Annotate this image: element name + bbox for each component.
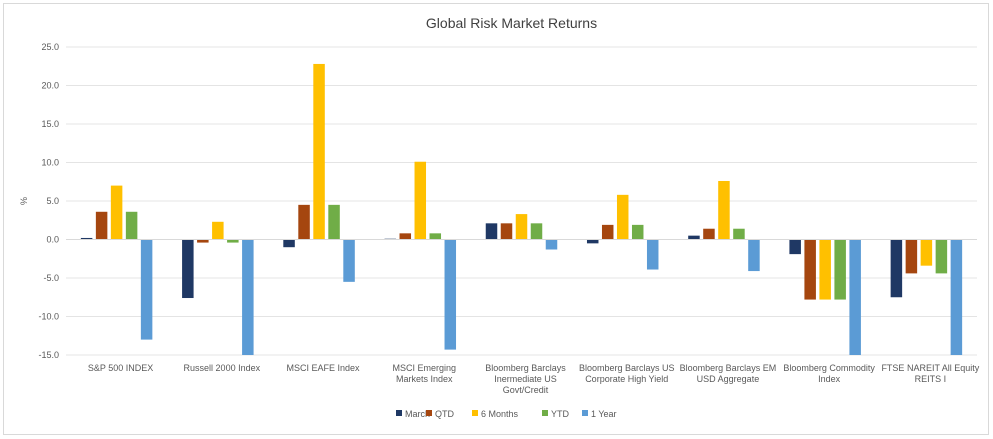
bar-1-year <box>849 239 861 355</box>
x-tick-label: S&P 500 INDEX <box>88 363 153 373</box>
bar-6-months <box>819 239 831 300</box>
y-tick-label: -15.0 <box>38 350 59 360</box>
x-tick-label: Bloomberg Barclays US <box>579 363 675 373</box>
y-tick-label: -10.0 <box>38 312 59 322</box>
bar-march <box>789 239 801 255</box>
bar-1-year <box>748 239 760 272</box>
bar-qtd <box>500 223 513 240</box>
bar-qtd <box>197 239 209 243</box>
legend-swatch <box>396 410 402 416</box>
bar-1-year <box>646 239 659 270</box>
chart-frame: Global Risk Market Returns % 25.0 20.0 15.… <box>3 3 989 435</box>
bar-march <box>182 239 194 299</box>
y-tick-label: 15.0 <box>41 119 59 129</box>
bar-1-year <box>950 239 963 355</box>
legend-label: QTD <box>435 409 454 419</box>
x-tick-label: Inermediate US <box>494 374 557 384</box>
x-tick-label: USD Aggregate <box>697 374 760 384</box>
bar-march <box>485 223 498 240</box>
y-axis-ticks: 25.0 20.0 15.0 10.0 5.0 0.0 -5.0 -10.0 -15.0 <box>38 42 59 360</box>
legend-swatch <box>472 410 478 416</box>
x-axis-ticks: S&P 500 INDEX Russell 2000 Index MSCI EAFE… <box>88 363 980 395</box>
bar-ytd <box>834 239 846 300</box>
x-tick-label: MSCI EAFE Index <box>287 363 361 373</box>
x-tick-label: FTSE NAREIT All Equity <box>881 363 979 373</box>
y-tick-label: 5.0 <box>46 196 59 206</box>
x-tick-label: Russell 2000 Index <box>184 363 261 373</box>
x-tick-label: Govt/Credit <box>503 385 549 395</box>
x-tick-label: Index <box>818 374 841 384</box>
chart-title: Global Risk Market Returns <box>426 15 597 31</box>
legend-label: March <box>405 409 430 419</box>
x-tick-label: Bloomberg Barclays <box>485 363 566 373</box>
bar-qtd <box>95 211 108 240</box>
bar-6-months <box>920 239 933 266</box>
bar-ytd <box>429 233 442 240</box>
bar-ytd <box>631 224 644 240</box>
legend: March QTD 6 Months YTD 1 Year <box>396 409 617 419</box>
bar-6-months <box>718 180 730 240</box>
legend-swatch <box>542 410 548 416</box>
bar-6-months <box>414 161 427 240</box>
y-axis-label: % <box>19 197 29 205</box>
x-tick-label: Bloomberg Commodity <box>783 363 875 373</box>
legend-label: 6 Months <box>481 409 519 419</box>
gridlines <box>66 46 977 356</box>
bar-qtd <box>905 239 918 274</box>
bar-1-year <box>140 239 153 340</box>
x-tick-label: Corporate High Yield <box>585 374 668 384</box>
x-tick-label: MSCI Emerging <box>393 363 457 373</box>
y-tick-label: 25.0 <box>41 42 59 52</box>
legend-swatch <box>582 410 588 416</box>
bar-1-year <box>444 239 457 350</box>
bar-6-months <box>616 194 629 240</box>
bar-march <box>80 237 93 240</box>
y-tick-label: 0.0 <box>46 235 59 245</box>
bar-ytd <box>227 239 239 243</box>
bar-ytd <box>328 204 340 240</box>
legend-label: 1 Year <box>591 409 617 419</box>
bar-march <box>688 235 700 240</box>
bar-qtd <box>298 204 310 240</box>
bar-qtd <box>703 228 715 240</box>
bar-ytd <box>530 223 543 240</box>
x-tick-label: Markets Index <box>396 374 453 384</box>
legend-swatch <box>426 410 432 416</box>
bar-1-year <box>343 239 355 282</box>
bar-1-year <box>545 239 558 250</box>
bar-ytd <box>733 228 745 240</box>
bar-ytd <box>935 239 948 274</box>
bar-6-months <box>212 221 224 240</box>
bar-1-year <box>242 239 254 355</box>
y-tick-label: -5.0 <box>43 273 59 283</box>
chart-canvas: Global Risk Market Returns % 25.0 20.0 15.… <box>19 15 980 419</box>
y-tick-label: 20.0 <box>41 81 59 91</box>
bar-6-months <box>515 214 528 240</box>
x-tick-label: Bloomberg Barclays EM <box>680 363 777 373</box>
bar-march <box>283 239 295 248</box>
bar-qtd <box>601 224 614 240</box>
bar-qtd <box>804 239 816 300</box>
x-tick-label: REITS I <box>915 374 947 384</box>
bars <box>80 63 963 355</box>
y-tick-label: 10.0 <box>41 158 59 168</box>
bar-march <box>890 239 903 298</box>
bar-march <box>586 239 599 244</box>
bar-ytd <box>125 211 138 240</box>
bar-6-months <box>110 185 123 240</box>
bar-6-months <box>313 63 325 240</box>
legend-label: YTD <box>551 409 570 419</box>
bar-qtd <box>399 233 412 240</box>
